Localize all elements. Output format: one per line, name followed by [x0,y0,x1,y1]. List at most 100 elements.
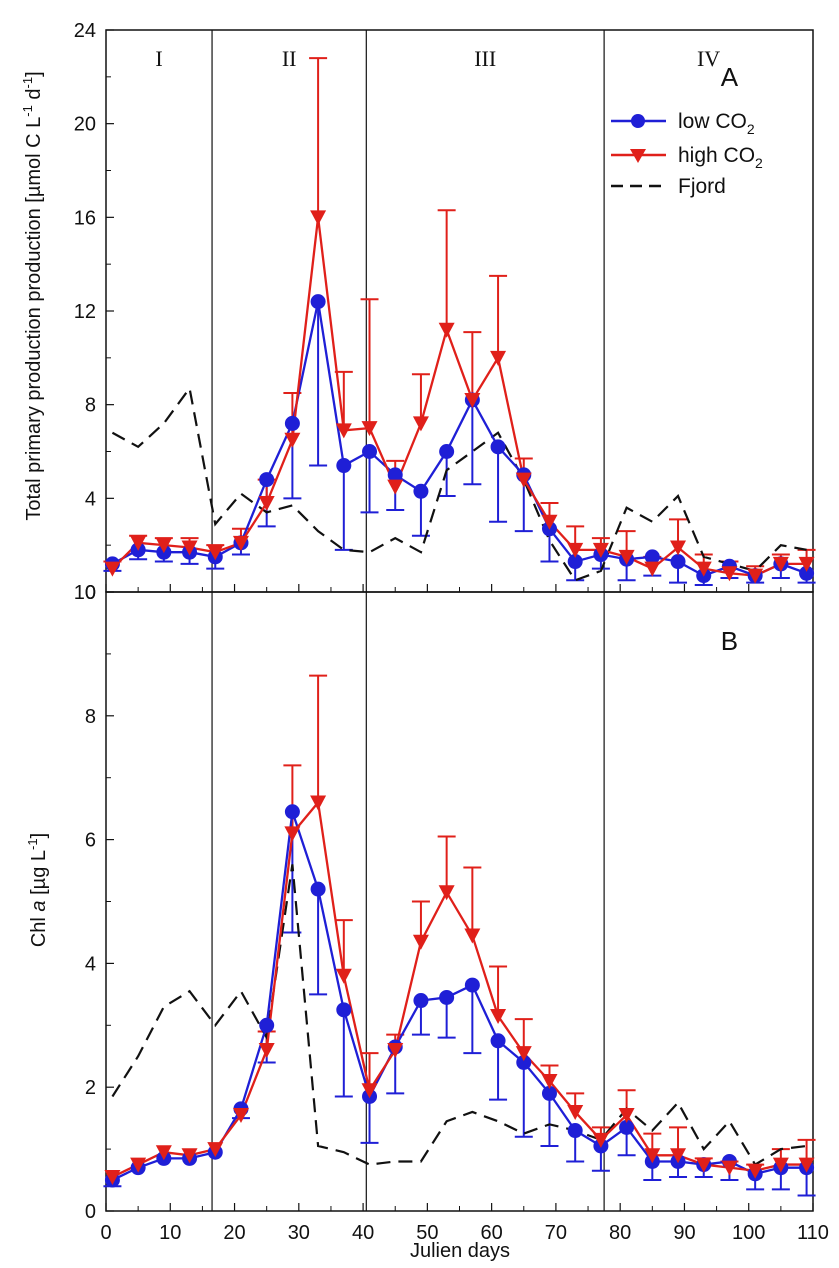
y-axis-title-b-mid: [µg L [28,850,50,900]
data-point-high-co2 [284,432,301,448]
data-point-high-co2 [104,1169,121,1185]
y-axis-title-b-end: ] [28,833,50,839]
legend-label-high-co2-text: high CO [678,144,755,167]
y-tick-label: 4 [85,953,96,975]
y-tick-label: 8 [85,706,96,728]
x-tick-label: 20 [223,1222,245,1244]
x-tick-label: 0 [100,1222,111,1244]
data-point-high-co2 [644,1148,661,1164]
y-tick-label: 12 [74,301,96,323]
phase-label-ii: II [282,46,297,71]
data-point-high-co2 [670,540,687,556]
y-axis-title-b: Chl a [µg L-1] [25,833,50,947]
data-point-high-co2 [567,1104,584,1120]
legend-label-low-co2: low CO2 [678,110,755,137]
data-point-low-co2 [567,1123,583,1139]
legend-label-high-co2-sub: 2 [755,155,763,171]
data-point-high-co2 [592,1132,609,1148]
phase-label-iv: IV [697,46,720,71]
data-point-low-co2 [567,554,583,570]
data-point-high-co2 [515,472,532,488]
data-point-low-co2 [670,554,686,570]
x-tick-label: 50 [416,1222,438,1244]
panel-label-b: B [721,626,738,656]
data-point-low-co2 [619,1119,635,1135]
data-point-high-co2 [464,392,481,408]
series-line-low-co2 [111,301,807,577]
data-point-low-co2 [413,993,429,1009]
data-point-high-co2 [258,1043,275,1059]
phase-label-i: I [155,46,162,71]
data-point-low-co2 [516,1054,532,1070]
data-point-high-co2 [541,514,558,530]
y-axis-title-b-italic: a [28,900,50,911]
legend-label-low-co2-text: low CO [678,110,747,133]
y-tick-label: 8 [85,395,96,417]
y-tick-label: 6 [85,830,96,852]
data-point-high-co2 [618,1108,635,1124]
data-point-high-co2 [232,535,249,551]
data-point-high-co2 [670,1148,687,1164]
data-point-low-co2 [439,444,455,459]
legend-marker-low-co2 [631,114,645,128]
data-point-low-co2 [799,565,815,581]
data-point-high-co2 [155,538,172,554]
data-point-low-co2 [413,483,429,499]
data-point-high-co2 [721,566,738,582]
data-point-high-co2 [412,934,429,950]
data-point-low-co2 [644,549,660,565]
data-point-high-co2 [181,1148,198,1164]
y-axis-title-a: Total primary production production [µmo… [20,71,45,520]
legend: low CO2 high CO2 Fjord [611,110,763,198]
data-point-high-co2 [104,561,121,577]
data-point-high-co2 [361,1083,378,1099]
y-tick-label: 20 [74,114,96,136]
x-tick-label: 30 [288,1222,310,1244]
x-tick-label: 80 [609,1222,631,1244]
data-point-high-co2 [335,968,352,984]
data-point-high-co2 [181,540,198,556]
data-point-low-co2 [284,804,300,820]
y-axis-title-b-sup: -1 [25,838,40,850]
data-point-high-co2 [387,479,404,495]
data-point-high-co2 [695,1157,712,1173]
data-point-high-co2 [515,1046,532,1062]
x-tick-label: 60 [481,1222,503,1244]
x-tick-label: 100 [732,1222,765,1244]
y-tick-label: 4 [85,488,96,510]
data-point-low-co2 [387,467,403,483]
data-point-high-co2 [592,542,609,558]
data-point-low-co2 [310,294,326,310]
data-point-high-co2 [387,1043,404,1059]
data-point-low-co2 [541,1085,557,1101]
data-point-high-co2 [490,350,507,366]
x-tick-label: 10 [159,1222,181,1244]
phase-label-iii: III [474,46,496,71]
data-point-high-co2 [721,1160,738,1176]
data-point-high-co2 [130,1157,147,1173]
y-tick-label: 2 [85,1077,96,1099]
x-tick-label: 70 [545,1222,567,1244]
data-point-low-co2 [490,1033,506,1049]
data-point-high-co2 [412,416,429,432]
data-point-high-co2 [772,556,789,572]
y-tick-label: 0 [85,1201,96,1223]
x-tick-label: 110 [797,1222,829,1244]
data-point-high-co2 [464,928,481,944]
y-axis-title-a-end: ] [23,71,45,77]
data-point-low-co2 [284,415,300,431]
y-tick-label: 24 [74,20,96,42]
y-tick-label: 10 [74,582,96,604]
data-point-low-co2 [336,1002,352,1018]
data-point-low-co2 [259,1017,275,1033]
data-point-high-co2 [207,545,224,561]
panel-label-a: A [721,62,739,92]
data-point-high-co2 [284,826,301,842]
data-point-high-co2 [490,1009,507,1025]
y-axis-title-b-main: Chl [28,912,50,948]
data-point-high-co2 [258,496,275,512]
y-axis-title-a-main: Total primary production production [µmo… [23,117,45,521]
data-point-high-co2 [310,210,327,226]
legend-label-fjord: Fjord [678,175,726,198]
